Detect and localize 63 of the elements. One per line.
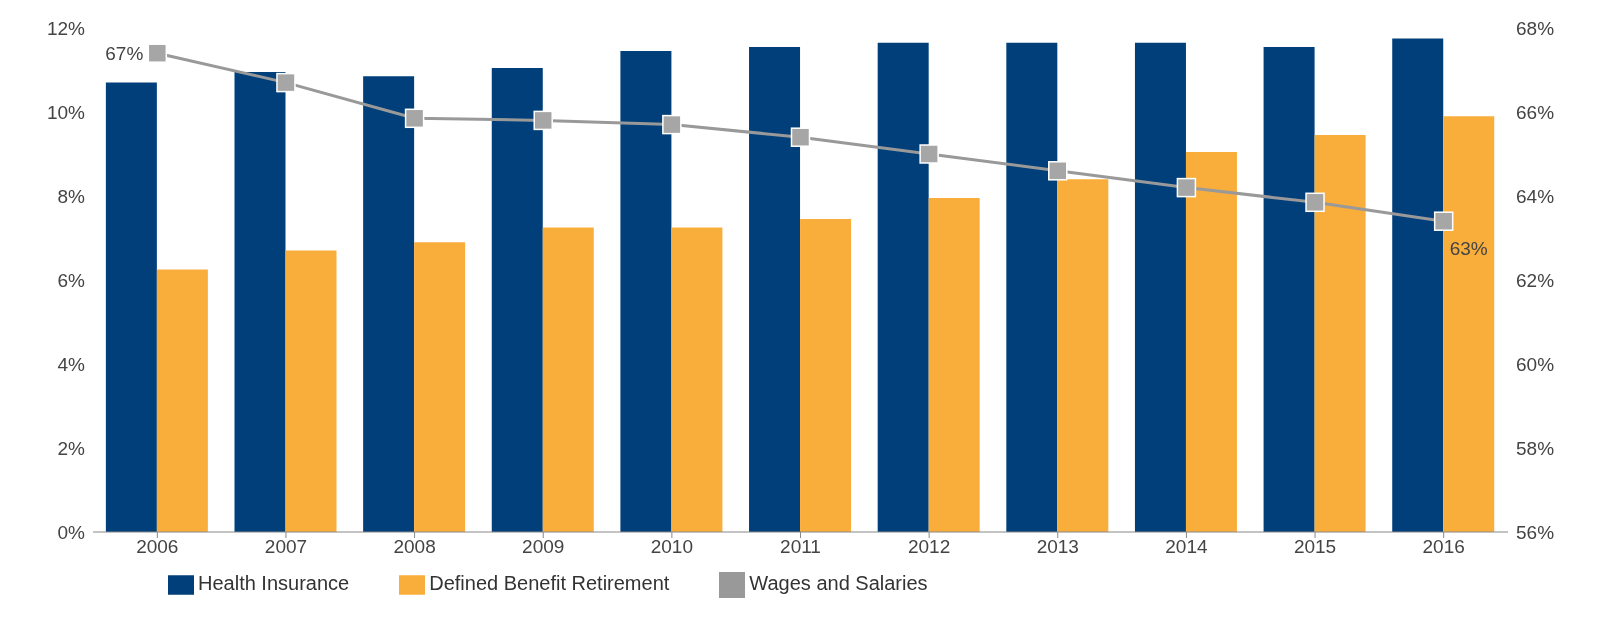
x-tick-label: 2015	[1293, 536, 1337, 558]
bar	[234, 72, 286, 532]
legend-label: Defined Benefit Retirement	[429, 572, 670, 595]
point	[1433, 211, 1454, 231]
y2-tick-label: 66%	[1516, 101, 1555, 123]
point	[919, 144, 939, 164]
x-tick-label: 2010	[650, 536, 693, 558]
y2-tick-label: 64%	[1516, 185, 1555, 207]
x-tick-label: 2012	[908, 536, 951, 558]
bar	[156, 269, 208, 532]
point	[1305, 192, 1325, 213]
y-tick-label: 10%	[46, 101, 86, 123]
bar	[877, 42, 929, 532]
bar	[800, 219, 852, 532]
x-tick-label: 2014	[1165, 536, 1208, 558]
bar	[1057, 179, 1109, 532]
x-tick-label: 2016	[1422, 536, 1465, 558]
point	[1048, 161, 1068, 181]
x-tick-label: 2006	[136, 536, 179, 558]
bar	[1314, 135, 1366, 532]
bar	[1263, 46, 1315, 532]
bar	[671, 227, 723, 532]
point	[533, 110, 553, 131]
y2-tick-label: 58%	[1516, 437, 1555, 459]
x-tick-label: 2008	[393, 536, 436, 558]
x-tick-label: 2007	[264, 536, 308, 558]
legend-label: Health Insurance	[198, 572, 350, 595]
bar	[1134, 42, 1186, 532]
point	[790, 127, 811, 147]
y-tick-label: 2%	[57, 437, 86, 459]
y2-tick-label: 56%	[1516, 521, 1555, 543]
y-tick-label: 0%	[57, 521, 86, 543]
y-tick-label: 4%	[57, 353, 86, 375]
bar	[105, 82, 157, 532]
point	[662, 114, 682, 135]
point	[404, 108, 425, 129]
bar	[749, 46, 801, 532]
bar	[620, 51, 672, 532]
point	[147, 43, 168, 63]
bar	[928, 198, 980, 532]
bar	[285, 250, 337, 532]
point	[1176, 177, 1197, 198]
x-tick-label: 2009	[522, 536, 565, 558]
y2-tick-label: 68%	[1516, 17, 1555, 39]
bar	[1392, 38, 1444, 532]
bar	[491, 67, 543, 532]
bar	[1443, 116, 1495, 532]
bar	[1185, 151, 1237, 532]
x-tick-label: 2013	[1036, 536, 1079, 558]
legend-label: Wages and Salaries	[749, 572, 928, 595]
bar	[1006, 42, 1058, 532]
y-tick-label: 8%	[57, 185, 86, 207]
y2-tick-label: 60%	[1516, 353, 1555, 375]
data-label: 63%	[1449, 238, 1488, 260]
y-tick-label: 6%	[57, 269, 86, 291]
y2-tick-label: 62%	[1516, 269, 1555, 291]
bar	[363, 76, 415, 532]
y-tick-label: 12%	[46, 17, 86, 39]
bar	[542, 227, 594, 532]
x-tick-label: 2011	[780, 536, 821, 558]
bar	[414, 242, 466, 532]
data-label: 67%	[105, 43, 144, 65]
point	[276, 72, 296, 93]
